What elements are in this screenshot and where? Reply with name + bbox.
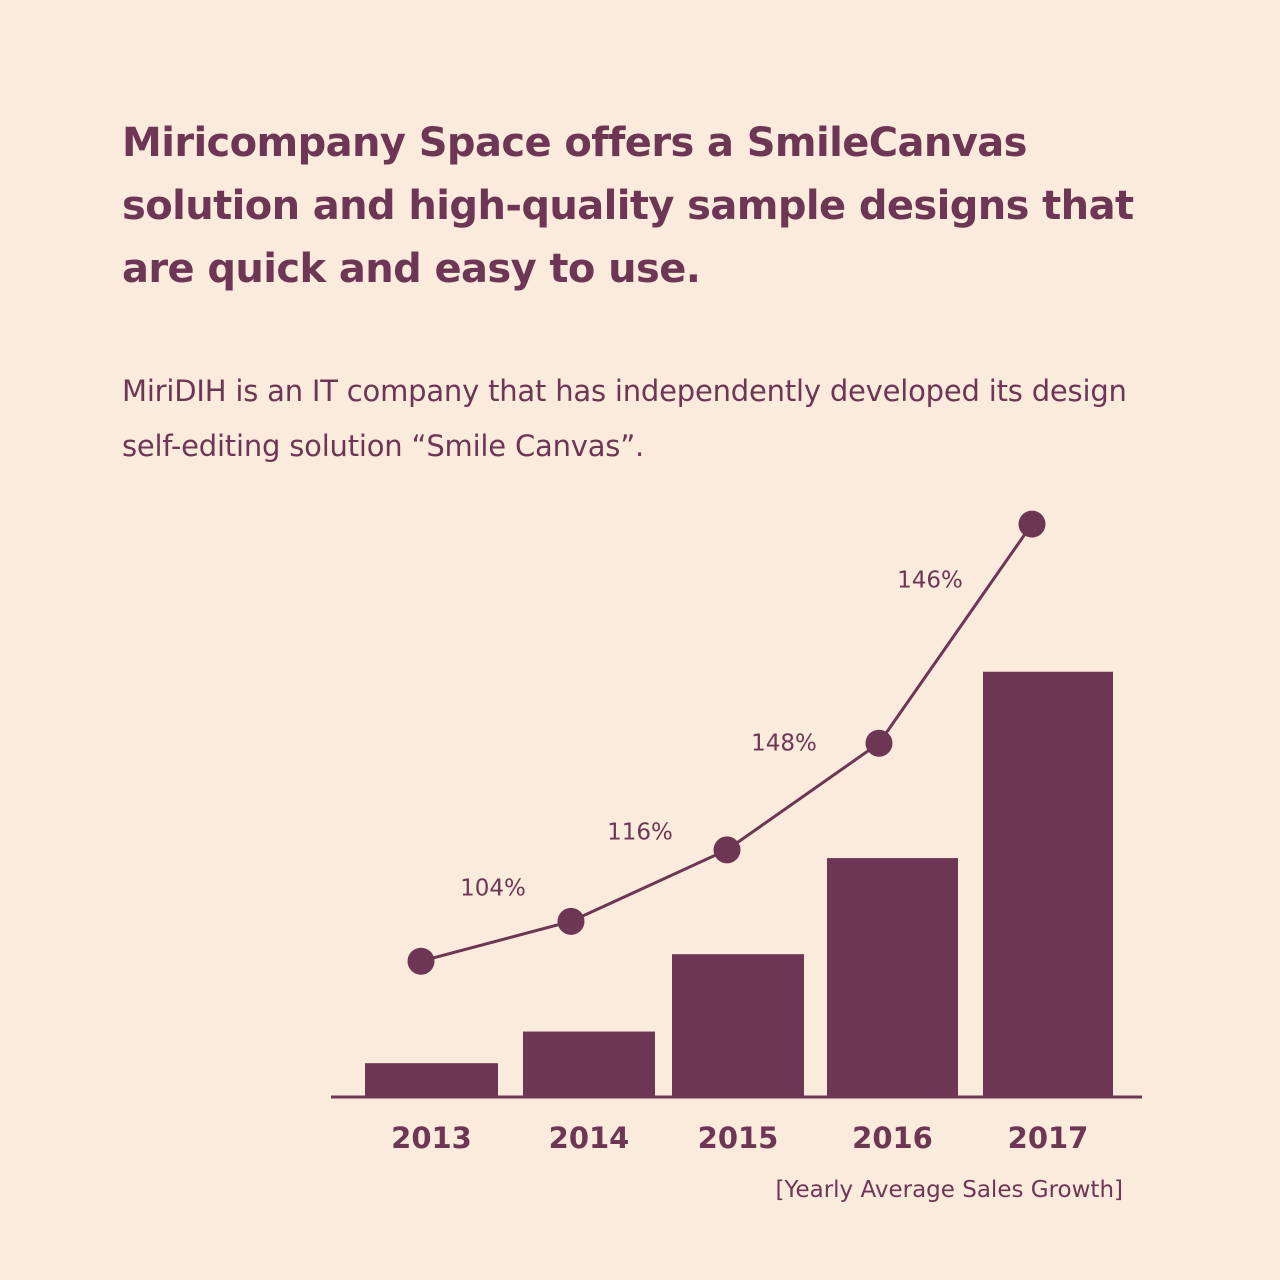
x-tick-label: 2017 <box>1008 1121 1089 1155</box>
bar-series <box>365 671 1113 1096</box>
trend-point-2017 <box>1018 510 1046 538</box>
trend-point-2014 <box>557 907 585 935</box>
trend-point-2016 <box>865 729 893 757</box>
trend-point-2015 <box>713 836 741 864</box>
x-tick-label: 2015 <box>698 1121 779 1155</box>
growth-label: 146% <box>897 568 963 594</box>
bar-2014 <box>523 1031 655 1096</box>
x-tick-labels: 2013 2014 2015 2016 2017 <box>391 1121 1088 1155</box>
bar-2016 <box>827 858 958 1096</box>
x-tick-label: 2016 <box>852 1121 933 1155</box>
x-tick-label: 2013 <box>391 1121 472 1155</box>
trend-points <box>407 510 1046 975</box>
x-tick-label: 2014 <box>549 1121 630 1155</box>
growth-label: 116% <box>607 820 673 846</box>
bar-2015 <box>672 954 804 1096</box>
growth-label: 104% <box>460 875 526 901</box>
chart-caption: [Yearly Average Sales Growth] <box>776 1177 1124 1203</box>
growth-label: 148% <box>751 731 817 757</box>
trend-point-2013 <box>407 947 435 975</box>
bar-2017 <box>983 671 1113 1096</box>
headline: Miricompany Space offers a SmileCanvas s… <box>122 120 1134 292</box>
body-text: MiriDIH is an IT company that has indepe… <box>122 374 1127 463</box>
bar-2013 <box>365 1063 498 1096</box>
growth-labels: 104% 116% 148% 146% <box>460 568 963 902</box>
